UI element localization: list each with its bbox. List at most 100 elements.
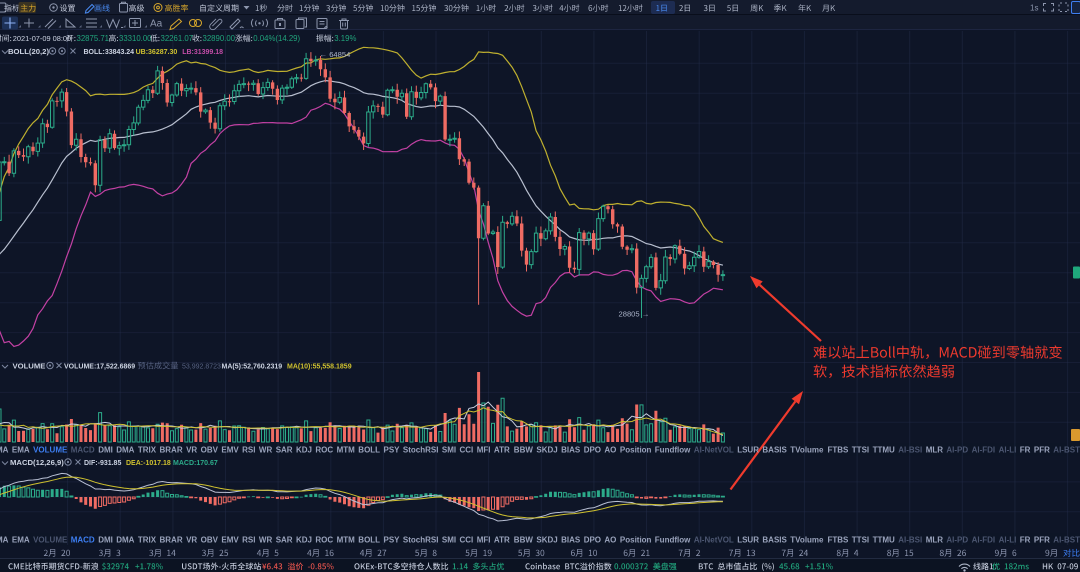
svg-text:SMI: SMI	[442, 446, 456, 455]
svg-text:AI-BST: AI-BST	[1053, 536, 1080, 545]
svg-text:LSUR: LSUR	[737, 446, 759, 455]
svg-text:1s: 1s	[1030, 4, 1038, 13]
svg-text:32261.07: 32261.07	[161, 34, 194, 43]
svg-text:2021-07-09 08:00: 2021-07-09 08:00	[13, 34, 71, 43]
svg-text:MLR: MLR	[926, 536, 944, 545]
svg-text:AI-BSI: AI-BSI	[898, 536, 922, 545]
svg-text:EMA: EMA	[12, 536, 30, 545]
svg-text:MACD(12,26,9): MACD(12,26,9)	[10, 458, 64, 467]
svg-text:EMA: EMA	[12, 446, 30, 455]
svg-text:PSY: PSY	[384, 446, 401, 455]
svg-text:RSI: RSI	[242, 536, 255, 545]
svg-text:32890.00: 32890.00	[203, 34, 236, 43]
svg-text:WR: WR	[259, 536, 273, 545]
svg-text:VR: VR	[186, 446, 197, 455]
svg-text:DMA: DMA	[116, 446, 134, 455]
svg-text:SAR: SAR	[276, 446, 293, 455]
svg-text:SMI: SMI	[442, 536, 456, 545]
svg-text:BRAR: BRAR	[160, 536, 183, 545]
svg-text:MA(5):52,760.2319: MA(5):52,760.2319	[222, 364, 283, 371]
svg-text:SKDJ: SKDJ	[536, 446, 557, 455]
svg-text:DMI: DMI	[98, 536, 113, 545]
svg-text:AI-FDI: AI-FDI	[972, 536, 996, 545]
svg-text:MACD:170.67: MACD:170.67	[173, 460, 218, 467]
svg-text:AI-LI: AI-LI	[999, 446, 1017, 455]
svg-text:AO: AO	[604, 446, 616, 455]
svg-text:AI-PD: AI-PD	[946, 536, 968, 545]
svg-text:TTSI: TTSI	[852, 446, 869, 455]
svg-text:VOLUME: VOLUME	[33, 536, 68, 545]
svg-text:VOLUME: VOLUME	[13, 362, 46, 371]
svg-text:DMA: DMA	[116, 536, 134, 545]
svg-text:PSY: PSY	[384, 536, 401, 545]
svg-text:MACD: MACD	[71, 536, 95, 545]
svg-text:DPO: DPO	[584, 446, 601, 455]
svg-text:DMI: DMI	[98, 446, 113, 455]
svg-text:TVolume: TVolume	[790, 536, 824, 545]
svg-text:WR: WR	[259, 446, 273, 455]
svg-text:LB:31399.18: LB:31399.18	[182, 49, 223, 56]
svg-text:VOLUME: VOLUME	[33, 446, 68, 455]
svg-text:AI-PD: AI-PD	[946, 446, 968, 455]
svg-text:AO: AO	[604, 536, 616, 545]
svg-text:VR: VR	[186, 536, 197, 545]
svg-text:TTSI: TTSI	[852, 536, 869, 545]
svg-text:MTM: MTM	[337, 446, 356, 455]
svg-text:BBW: BBW	[514, 446, 534, 455]
svg-text:TTMU: TTMU	[873, 536, 895, 545]
svg-text:ATR: ATR	[494, 446, 510, 455]
svg-text:FTBS: FTBS	[828, 446, 850, 455]
svg-text:BOLL: BOLL	[358, 536, 380, 545]
svg-text:DPO: DPO	[584, 536, 601, 545]
svg-text:AI-BST: AI-BST	[1053, 446, 1080, 455]
svg-text:BOLL(20,2): BOLL(20,2)	[8, 47, 49, 56]
svg-text:MA: MA	[0, 536, 9, 545]
svg-text:SKDJ: SKDJ	[536, 536, 557, 545]
svg-text:FTBS: FTBS	[828, 536, 850, 545]
svg-text:UB:36287.30: UB:36287.30	[136, 49, 178, 56]
svg-text:StochRSI: StochRSI	[403, 446, 439, 455]
svg-text:BOLL:33843.24: BOLL:33843.24	[84, 49, 135, 56]
svg-text:SAR: SAR	[276, 536, 293, 545]
svg-text:Fundflow: Fundflow	[655, 446, 691, 455]
svg-text:ROC: ROC	[315, 446, 333, 455]
svg-text:MFI: MFI	[477, 536, 491, 545]
svg-text:ATR: ATR	[494, 536, 510, 545]
svg-text:KDJ: KDJ	[296, 446, 312, 455]
svg-text:AI-NetVOL: AI-NetVOL	[694, 446, 734, 455]
svg-text:BASIS: BASIS	[762, 446, 787, 455]
svg-text:BOLL: BOLL	[358, 446, 380, 455]
svg-text:TRIX: TRIX	[138, 446, 157, 455]
svg-text:Position: Position	[620, 536, 652, 545]
svg-text:TVolume: TVolume	[790, 446, 824, 455]
svg-text:← 64854: ← 64854	[320, 50, 351, 59]
svg-text:EMV: EMV	[221, 536, 239, 545]
svg-text:32875.71: 32875.71	[77, 34, 110, 43]
svg-text:RSI: RSI	[242, 446, 255, 455]
svg-text:AI-BSI: AI-BSI	[898, 446, 922, 455]
svg-text:KDJ: KDJ	[296, 536, 312, 545]
svg-text:BASIS: BASIS	[762, 536, 787, 545]
svg-text:BBW: BBW	[514, 536, 534, 545]
svg-text:AI-LI: AI-LI	[999, 536, 1017, 545]
svg-text:MFI: MFI	[477, 446, 491, 455]
svg-text:MTM: MTM	[337, 536, 356, 545]
svg-text:CCI: CCI	[460, 446, 474, 455]
svg-text:PFR: PFR	[1034, 536, 1050, 545]
svg-text:0.04%(14.29): 0.04%(14.29)	[253, 34, 300, 43]
svg-text:OBV: OBV	[201, 536, 219, 545]
svg-text:53,992.8723: 53,992.8723	[182, 364, 221, 371]
svg-text:AI-NetVOL: AI-NetVOL	[694, 536, 734, 545]
svg-text:DIF:-931.85: DIF:-931.85	[84, 460, 121, 467]
svg-text:StochRSI: StochRSI	[403, 536, 439, 545]
svg-text:Fundflow: Fundflow	[655, 536, 691, 545]
svg-text:FR: FR	[1020, 536, 1031, 545]
svg-text:BRAR: BRAR	[160, 446, 183, 455]
svg-text:LSUR: LSUR	[737, 536, 759, 545]
svg-text:PFR: PFR	[1034, 446, 1050, 455]
svg-text:CCI: CCI	[460, 536, 474, 545]
svg-text:DEA:-1017.18: DEA:-1017.18	[126, 460, 171, 467]
svg-text:EMV: EMV	[221, 446, 239, 455]
svg-text:VOLUME:17,522.6869: VOLUME:17,522.6869	[64, 364, 135, 371]
svg-text:TRIX: TRIX	[138, 536, 157, 545]
